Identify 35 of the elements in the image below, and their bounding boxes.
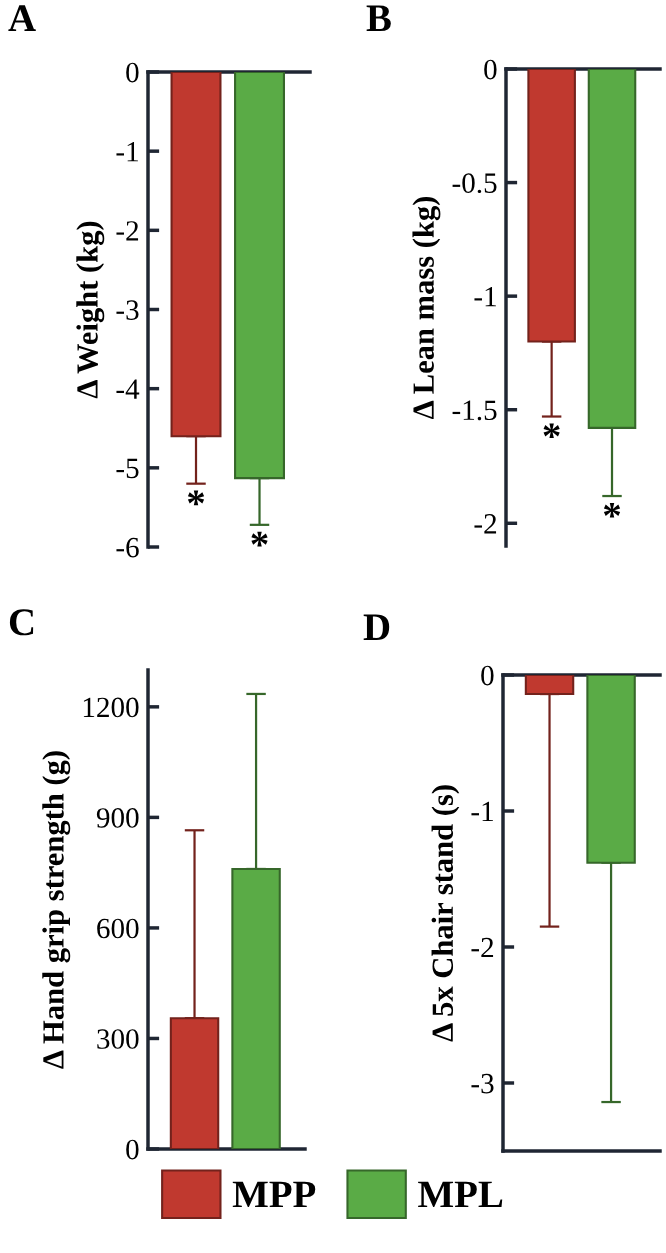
legend-label: MPL bbox=[418, 1181, 503, 1208]
y-tick-label: -5 bbox=[116, 458, 139, 479]
y-tick-label: 0 bbox=[484, 59, 497, 80]
y-axis-title: Δ Hand grip strength (g) bbox=[42, 751, 71, 1069]
y-tick-label: -2 bbox=[116, 221, 139, 241]
y-tick-label: 0 bbox=[126, 62, 139, 83]
y-tick-label: -1 bbox=[116, 142, 138, 162]
y-tick-label: -2 bbox=[471, 937, 494, 958]
chart-title: B bbox=[366, 5, 391, 32]
annotation: * bbox=[543, 423, 560, 439]
y-tick-label: -1.5 bbox=[452, 400, 497, 421]
y-tick-label: 300 bbox=[97, 1029, 139, 1049]
y-tick-label: 900 bbox=[96, 808, 139, 828]
legend-label: MPP bbox=[232, 1181, 316, 1208]
chart-title: D bbox=[363, 614, 390, 641]
y-tick-label: -3 bbox=[471, 1073, 494, 1094]
y-tick-label: 0 bbox=[481, 665, 494, 686]
y-tick-label: -0.5 bbox=[452, 173, 497, 194]
chart-title: A bbox=[8, 5, 36, 31]
y-axis-title: Δ Lean mass (kg) bbox=[412, 196, 441, 419]
y-tick-label: -1 bbox=[474, 287, 496, 307]
y-tick-label: 1200 bbox=[83, 697, 139, 718]
y-tick-label: -2 bbox=[474, 514, 497, 534]
y-tick-label: 0 bbox=[126, 1139, 139, 1160]
y-axis-title: Δ 5x Chair stand (s) bbox=[431, 785, 460, 1042]
annotation: * bbox=[603, 502, 621, 518]
y-tick-label: -1 bbox=[471, 801, 493, 822]
chart-title: C bbox=[9, 609, 34, 636]
y-tick-label: -4 bbox=[116, 379, 140, 399]
annotation: * bbox=[187, 490, 205, 506]
annotation: * bbox=[251, 531, 268, 547]
y-axis-title: Δ Weight (kg) bbox=[76, 221, 105, 399]
y-tick-label: -6 bbox=[116, 537, 139, 558]
y-tick-label: -3 bbox=[116, 300, 139, 320]
y-tick-label: 600 bbox=[97, 918, 139, 939]
